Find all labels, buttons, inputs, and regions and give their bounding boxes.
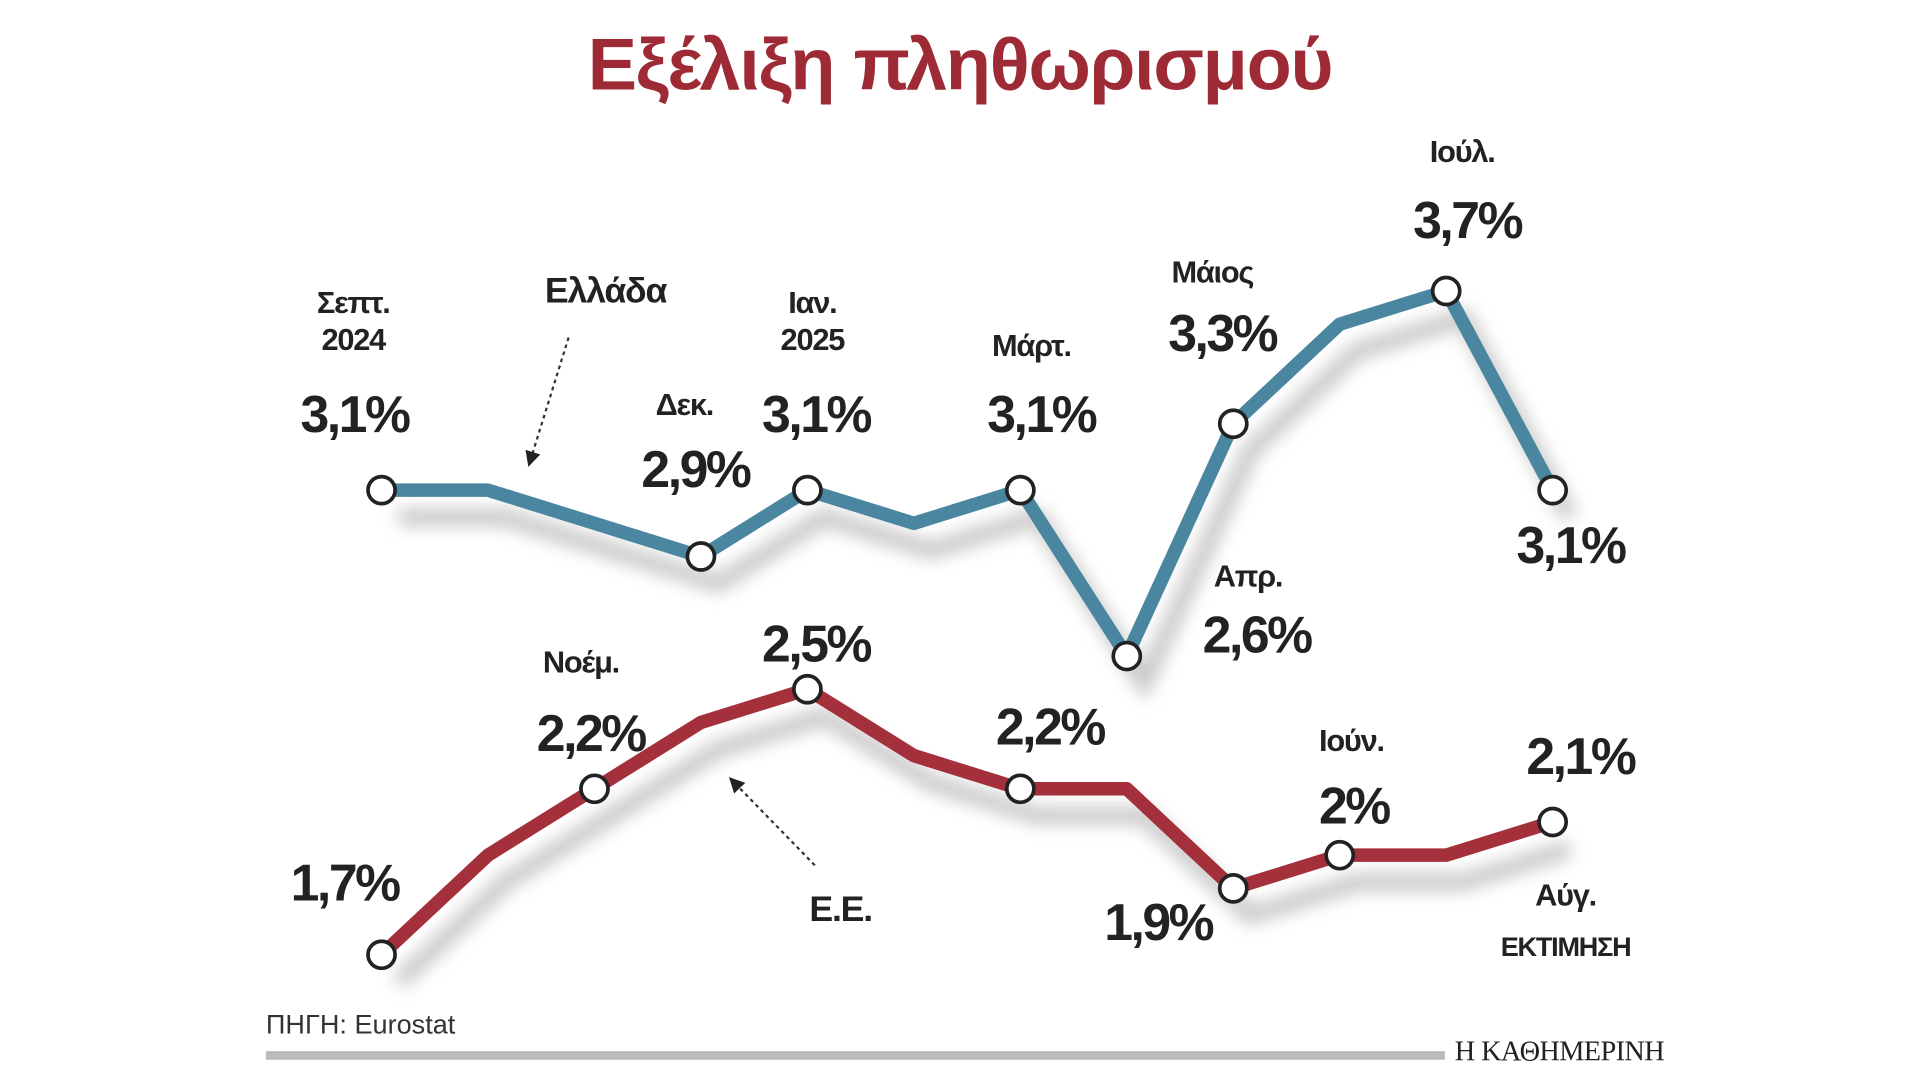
data-point bbox=[366, 474, 397, 506]
category-label: Ιούν. bbox=[1319, 724, 1385, 759]
line-shadow bbox=[392, 706, 1573, 989]
value-label: 2,2% bbox=[536, 704, 647, 762]
value-label: 3,7% bbox=[1413, 191, 1523, 249]
data-point bbox=[1324, 839, 1356, 871]
source: ΠΗΓΗ: Eurostat bbox=[265, 1008, 456, 1040]
legend-label: Ε.Ε. bbox=[809, 890, 873, 930]
data-point bbox=[366, 939, 397, 971]
category-label: Μάρτ. bbox=[991, 328, 1072, 364]
chart-title: Εξέλιξη πληθωρισμού bbox=[587, 23, 1334, 106]
data-point bbox=[1004, 474, 1036, 506]
data-point bbox=[1217, 873, 1249, 904]
value-label: 3,1% bbox=[300, 385, 410, 443]
category-label: Ιαν. 2025 bbox=[780, 285, 846, 358]
data-point bbox=[579, 773, 610, 805]
category-label: Σεπτ. 2024 bbox=[316, 285, 391, 358]
legend-label: Ελλάδα bbox=[544, 271, 667, 312]
data-point bbox=[685, 541, 717, 572]
brand: Η ΚΑΘΗΜΕΡΙΝΗ bbox=[1454, 1035, 1665, 1067]
legend-arrow bbox=[728, 777, 816, 867]
value-label: 3,1% bbox=[1516, 516, 1627, 575]
value-label: 3,3% bbox=[1168, 304, 1278, 362]
data-point bbox=[1537, 474, 1569, 506]
value-label: 2,2% bbox=[995, 698, 1106, 756]
value-label: 2,6% bbox=[1202, 606, 1313, 664]
data-point bbox=[792, 474, 823, 506]
value-label: 3,1% bbox=[762, 385, 872, 443]
data-point bbox=[1111, 640, 1143, 672]
value-label: 1,9% bbox=[1104, 893, 1214, 951]
data-point bbox=[1430, 275, 1462, 307]
legend-arrow bbox=[525, 337, 570, 467]
category-label: Αύγ. bbox=[1535, 878, 1597, 914]
value-label: 3,1% bbox=[987, 385, 1097, 443]
category-label: Απρ. bbox=[1213, 559, 1284, 595]
value-label: 2,1% bbox=[1526, 727, 1636, 786]
data-point bbox=[1537, 806, 1569, 838]
value-label: 2,5% bbox=[762, 614, 872, 673]
value-label: 1,7% bbox=[290, 853, 401, 912]
category-label: Μάιος bbox=[1171, 255, 1254, 290]
value-label: 2% bbox=[1318, 776, 1391, 835]
series-line bbox=[381, 284, 1559, 663]
data-point bbox=[1217, 408, 1249, 440]
value-label: 2,9% bbox=[641, 440, 751, 499]
line-shadow bbox=[398, 307, 1578, 701]
series-line bbox=[376, 682, 1555, 960]
category-label: Δεκ. bbox=[655, 387, 715, 423]
data-point bbox=[792, 673, 823, 705]
data-point bbox=[1004, 773, 1036, 805]
category-label: Νοέμ. bbox=[542, 645, 620, 680]
category-label: Ιούλ. bbox=[1429, 135, 1496, 170]
annotation: ΕΚΤΙΜΗΣΗ bbox=[1500, 931, 1632, 962]
